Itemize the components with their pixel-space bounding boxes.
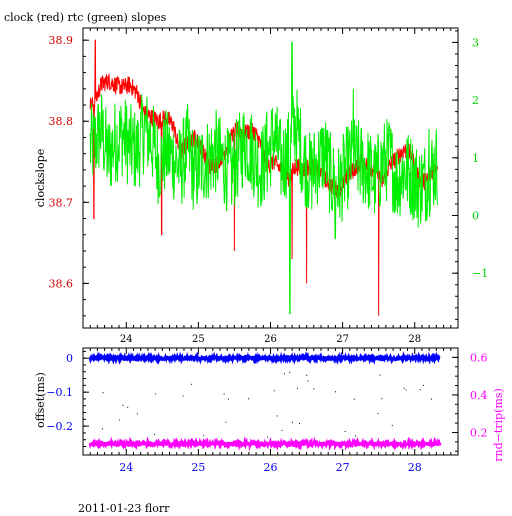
y-right-tick-label: −1 [472,267,488,280]
x-tick-label: 25 [191,461,205,474]
rtc-series [89,41,439,315]
y-right-tick-label: 3 [472,36,479,49]
outlier-point [405,389,407,391]
outlier-point [403,387,405,389]
outlier-point [102,392,104,394]
x-tick-label: 26 [264,461,278,474]
outlier-point [227,398,229,400]
outlier-point [248,398,250,400]
y-right-tick-label: 0.4 [470,389,488,402]
y-left-tick-label: −0.2 [46,420,73,433]
outlier-point [122,404,124,406]
y-left-tick-label: 38.7 [49,196,74,209]
outlier-point [276,415,278,417]
slopes-x-axis: 24 25 26 27 28 [82,28,459,345]
outlier-point [335,391,336,393]
y-right-tick-label: 0 [472,210,479,223]
outlier-point [299,423,300,424]
outlier-point [296,387,298,389]
x-tick-label: 25 [192,334,205,345]
y-left-tick-label: 38.8 [49,115,74,128]
clockslope-y-axis: 38.6 38.7 38.8 38.9 [49,34,89,317]
outlier-point [391,424,393,426]
outlier-point [381,398,383,400]
outlier-point [423,384,424,386]
x-tick-label: 27 [336,461,350,474]
x-tick-label: 26 [264,334,277,345]
outlier-point [127,406,129,408]
outlier-point [289,372,291,374]
offset-axis-label: offset(ms) [34,372,47,428]
outlier-point [203,435,205,437]
outlier-point [101,428,103,430]
outlier-point [154,433,156,435]
offset-y-axis: 0 −0.1 −0.2 [46,350,89,448]
rnd-trip-axis-label: rnd−trip(ms) [492,388,505,462]
rnd-trip-series [88,436,442,451]
y-left-tick-label: −0.1 [46,386,73,399]
x-tick-label: 24 [119,461,133,474]
outlier-point [379,374,381,376]
y-right-tick-label: 0.6 [470,351,488,364]
rtc-y-axis: −1 0 1 2 3 [452,30,488,320]
outlier-point [284,373,285,375]
outlier-point [353,398,355,400]
y-right-tick-label: 0.2 [470,426,488,439]
y-right-tick-label: 1 [472,152,479,165]
slopes-panel: 24 25 26 27 28 38.6 38.7 38.8 38.9 −1 0 1 2 3 clock… [34,27,488,345]
x-tick-label: 24 [120,334,133,345]
clockslope-axis-label: clockslope [34,149,47,207]
outlier-point [223,393,225,395]
chart-title: clock (red) rtc (green) slopes [4,11,167,24]
outlier-point [281,429,283,431]
outlier-point [313,388,315,390]
outlier-point [306,374,308,376]
outlier-point [430,398,432,400]
outlier-point [225,421,227,423]
outlier-point [377,413,379,415]
y-left-tick-label: 38.9 [49,34,74,47]
y-right-tick-label: 2 [472,94,479,107]
rnd-trip-band [88,436,442,451]
offset-series [88,351,441,438]
outlier-point [155,393,157,395]
outlier-point [182,395,184,397]
outlier-point [419,389,421,391]
outlier-point [355,435,357,437]
outlier-point [344,431,346,432]
rnd-trip-y-axis: 0.2 0.4 0.6 [452,351,488,452]
offset-band [88,351,441,366]
footer-date: 2011-01-23 florr [78,502,170,512]
offset-panel: 24 25 26 27 28 0 −0.1 −0.2 0.2 0.4 0.6 offset(ms… [34,347,505,474]
outlier-point [136,413,138,415]
outlier-point [273,390,275,392]
outlier-point [267,436,269,438]
y-left-tick-label: 38.6 [49,277,74,290]
x-tick-label: 28 [408,334,421,345]
rtc-line [89,41,439,315]
outlier-point [307,380,309,382]
outlier-point [190,383,192,385]
outlier-point [292,421,293,423]
offset-x-axis: 24 25 26 27 28 [82,348,459,474]
x-tick-label: 28 [408,461,422,474]
outlier-point [119,419,121,421]
y-left-tick-label: 0 [66,352,73,365]
x-tick-label: 27 [336,334,349,345]
